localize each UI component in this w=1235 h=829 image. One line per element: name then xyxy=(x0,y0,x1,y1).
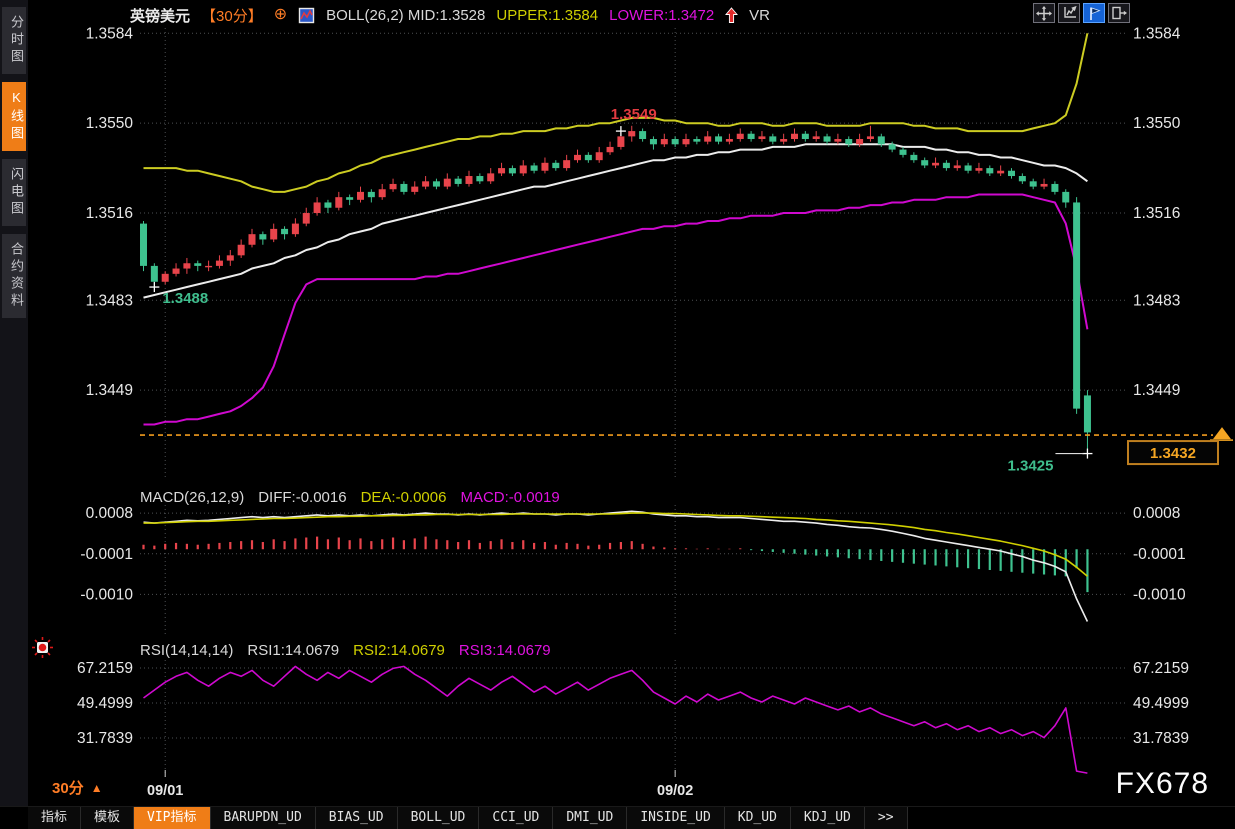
svg-text:31.7839: 31.7839 xyxy=(77,730,133,747)
tab->>[interactable]: >> xyxy=(864,807,908,829)
macd-pane-header: MACD(26,12,9) DIFF:-0.0016 DEA:-0.0006 M… xyxy=(140,489,560,506)
svg-text:1.3449: 1.3449 xyxy=(86,382,133,399)
boll-lower-label: LOWER:1.3472 xyxy=(609,6,715,24)
macd-diff-value: DIFF:-0.0016 xyxy=(258,489,347,506)
svg-text:0.0008: 0.0008 xyxy=(86,505,133,522)
svg-text:1.3516: 1.3516 xyxy=(1133,205,1180,222)
svg-text:09/01: 09/01 xyxy=(147,783,183,799)
tab-模板[interactable]: 模板 xyxy=(81,807,135,829)
flag-icon[interactable] xyxy=(1083,3,1105,23)
svg-text:67.2159: 67.2159 xyxy=(1133,660,1189,677)
svg-text:49.4999: 49.4999 xyxy=(1133,695,1189,712)
svg-text:09/02: 09/02 xyxy=(657,783,693,799)
tab-BARUPDN-UD[interactable]: BARUPDN_UD xyxy=(210,807,316,829)
vr-label[interactable]: VR xyxy=(749,6,771,24)
rsi-label: RSI(14,14,14) xyxy=(140,642,234,659)
svg-text:1.3483: 1.3483 xyxy=(1133,292,1180,309)
svg-text:-0.0010: -0.0010 xyxy=(80,586,133,603)
left-sidebar: 分时图 K线图闪电图合约资料 xyxy=(0,0,28,806)
up-arrow-icon xyxy=(725,6,739,24)
sidebar-item[interactable]: 闪电图 xyxy=(2,159,26,226)
svg-text:1.3432: 1.3432 xyxy=(1150,445,1196,462)
sidebar-item[interactable]: K线图 xyxy=(2,82,26,151)
axis-chart-icon[interactable] xyxy=(1058,3,1080,23)
pan-icon[interactable] xyxy=(1033,3,1055,23)
svg-text:49.4999: 49.4999 xyxy=(77,695,133,712)
tab-KD-UD[interactable]: KD_UD xyxy=(724,807,791,829)
macd-macd-value: MACD:-0.0019 xyxy=(460,489,560,506)
candlestick-series xyxy=(140,125,1091,454)
svg-text:1.3488: 1.3488 xyxy=(162,290,208,307)
tabbar-spacer xyxy=(0,807,28,829)
macd-dea-value: DEA:-0.0006 xyxy=(360,489,447,506)
grid-layer xyxy=(140,28,1125,778)
svg-text:67.2159: 67.2159 xyxy=(77,660,133,677)
rsi2-value: RSI2:14.0679 xyxy=(353,642,445,659)
rsi-pane-header: RSI(14,14,14) RSI1:14.0679 RSI2:14.0679 … xyxy=(140,642,551,659)
svg-text:-0.0010: -0.0010 xyxy=(1133,586,1186,603)
axis-labels: 1.3584 1.3584 1.3550 1.3550 1.3516 1.3516 1.34… xyxy=(77,25,1189,799)
svg-text:1.3449: 1.3449 xyxy=(1133,382,1180,399)
tab-VIP指标[interactable]: VIP指标 xyxy=(134,807,211,829)
tab-指标[interactable]: 指标 xyxy=(28,807,82,829)
tab-BIAS-UD[interactable]: BIAS_UD xyxy=(315,807,398,829)
sidebar-item[interactable]: 分时图 xyxy=(2,7,26,74)
svg-text:1.3550: 1.3550 xyxy=(1133,115,1181,132)
svg-text:1.3584: 1.3584 xyxy=(86,25,134,42)
tab-CCI-UD[interactable]: CCI_UD xyxy=(479,807,554,829)
tab-DMI-UD[interactable]: DMI_UD xyxy=(553,807,628,829)
svg-text:-0.0001: -0.0001 xyxy=(80,546,133,563)
svg-text:31.7839: 31.7839 xyxy=(1133,730,1189,747)
indicator-tabbar: 指标 模板 VIP指标 BARUPDN_UD BIAS_UD BOLL_UD CCI_UD D… xyxy=(0,806,1235,829)
watermark: FX678 xyxy=(1115,767,1209,800)
sidebar-item[interactable]: 合约资料 xyxy=(2,234,26,318)
indicator-chart-icon[interactable] xyxy=(298,7,315,24)
svg-text:1.3584: 1.3584 xyxy=(1133,25,1181,42)
rsi1-value: RSI1:14.0679 xyxy=(247,642,340,659)
symbol-title: 英镑美元 xyxy=(130,7,191,25)
up-triangle-icon: ▲ xyxy=(90,780,103,795)
svg-text:1.3516: 1.3516 xyxy=(86,205,133,222)
tab-KDJ-UD[interactable]: KDJ_UD xyxy=(790,807,865,829)
tab-INSIDE-UD[interactable]: INSIDE_UD xyxy=(627,807,725,829)
svg-text:1.3549: 1.3549 xyxy=(611,106,657,123)
bollinger-bands xyxy=(143,33,1089,426)
svg-text:0.0008: 0.0008 xyxy=(1133,505,1180,522)
svg-text:-0.0001: -0.0001 xyxy=(1133,546,1186,563)
chart-header: 英镑美元 【30分】 ⊕ BOLL(26,2) MID:1.3528 UPPER… xyxy=(130,4,770,26)
alert-icon[interactable] xyxy=(31,636,54,664)
footer-period[interactable]: 30分 ▲ xyxy=(52,777,103,798)
boll-upper-label: UPPER:1.3584 xyxy=(496,6,599,24)
price-annotations: 1.3549 1.3488 1.3425 xyxy=(149,106,1093,475)
current-price-marker: 1.3432 xyxy=(140,427,1233,466)
macd-series xyxy=(142,510,1089,622)
rsi-series xyxy=(143,665,1088,774)
svg-text:1.3483: 1.3483 xyxy=(86,292,133,309)
chart-toolbar xyxy=(1033,3,1130,23)
rsi3-value: RSI3:14.0679 xyxy=(458,642,551,659)
period-label[interactable]: 【30分】 xyxy=(201,7,263,25)
svg-text:1.3550: 1.3550 xyxy=(86,115,134,132)
footer-period-label: 30分 xyxy=(52,780,84,797)
exit-icon[interactable] xyxy=(1108,3,1130,23)
circle-plus-icon[interactable]: ⊕ xyxy=(273,6,288,23)
tab-BOLL-UD[interactable]: BOLL_UD xyxy=(397,807,480,829)
macd-label: MACD(26,12,9) xyxy=(140,489,245,506)
boll-mid-label: BOLL(26,2) MID:1.3528 xyxy=(326,6,486,24)
svg-text:1.3425: 1.3425 xyxy=(1008,458,1054,475)
